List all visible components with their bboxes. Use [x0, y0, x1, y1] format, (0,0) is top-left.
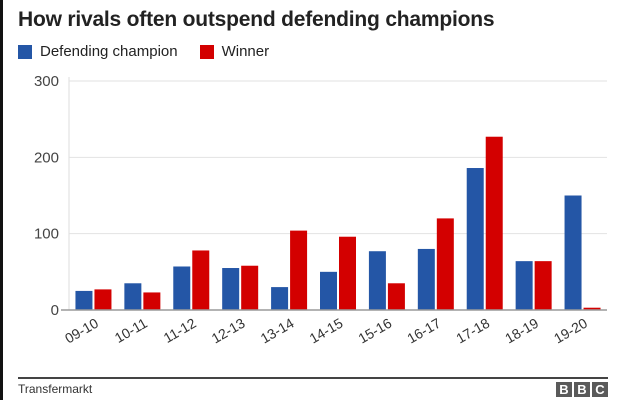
- source-divider: [18, 377, 608, 379]
- x-tick-label: 14-15: [306, 315, 345, 347]
- left-border: [0, 0, 3, 400]
- bbc-logo-letter: B: [556, 382, 572, 397]
- x-tick-label: 13-14: [258, 315, 297, 347]
- x-tick-label: 15-16: [355, 315, 394, 347]
- bar-winner: [241, 265, 259, 310]
- x-tick-label: 18-19: [502, 315, 541, 347]
- x-tick-label: 12-13: [209, 315, 248, 347]
- bar-defending-champion: [320, 271, 337, 310]
- source-label: Transfermarkt: [18, 382, 93, 396]
- x-tick-label: 09-10: [62, 315, 101, 347]
- bbc-logo-letter: C: [592, 382, 608, 397]
- bar-defending-champion: [515, 261, 533, 310]
- bar-winner: [485, 136, 503, 310]
- x-tick-label: 11-12: [161, 315, 199, 346]
- bar-defending-champion: [417, 248, 435, 310]
- y-tick-label: 0: [51, 302, 59, 319]
- chart-title: How rivals often outspend defending cham…: [18, 8, 495, 31]
- bar-defending-champion: [564, 195, 582, 310]
- bar-defending-champion: [75, 290, 93, 310]
- bar-winner: [387, 283, 405, 310]
- bar-winner: [290, 230, 308, 310]
- bar-defending-champion: [466, 168, 484, 310]
- legend-label-defending-champion: Defending champion: [40, 43, 178, 60]
- bar-defending-champion: [173, 266, 191, 310]
- bbc-logo: B B C: [554, 382, 608, 397]
- bar-winner: [192, 250, 210, 310]
- x-tick-label: 10-11: [112, 315, 150, 346]
- legend-item-winner: Winner: [199, 43, 270, 60]
- bar-defending-champion: [368, 251, 386, 310]
- bar-winner: [339, 236, 356, 310]
- legend: Defending champion Winner: [18, 43, 291, 60]
- x-tick-label: 19-20: [551, 315, 590, 347]
- x-tick-label: 16-17: [404, 315, 443, 347]
- bar-defending-champion: [222, 268, 240, 310]
- y-tick-label: 300: [34, 73, 59, 90]
- bar-winner: [94, 289, 112, 310]
- bar-defending-champion: [124, 283, 142, 310]
- bar-winner: [583, 307, 601, 310]
- bar-defending-champion: [271, 287, 289, 310]
- y-tick-label: 200: [34, 149, 59, 166]
- legend-swatch-winner: [199, 44, 214, 59]
- bar-winner: [436, 218, 454, 310]
- bbc-logo-letter: B: [574, 382, 590, 397]
- x-tick-label: 17-18: [453, 315, 492, 347]
- legend-label-winner: Winner: [221, 43, 270, 60]
- y-tick-label: 100: [34, 226, 59, 243]
- bar-winner: [143, 292, 161, 310]
- bar-winner: [534, 261, 552, 310]
- legend-swatch-defending-champion: [18, 44, 32, 59]
- legend-item-defending-champion: Defending champion: [18, 43, 178, 60]
